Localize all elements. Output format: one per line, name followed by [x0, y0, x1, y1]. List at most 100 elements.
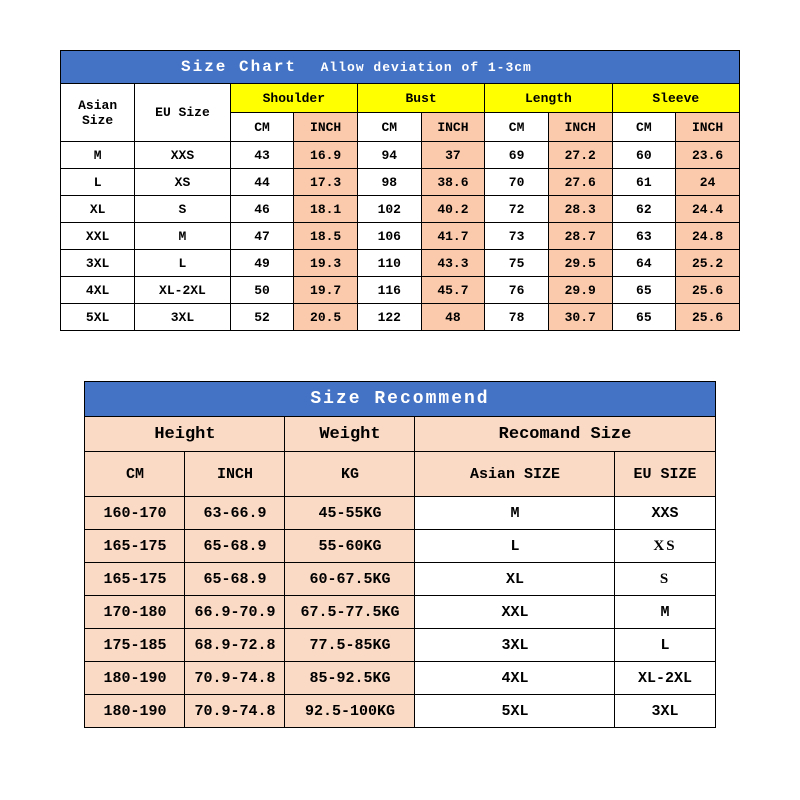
eu-cell: S — [135, 196, 230, 223]
height-in-cell: 68.9-72.8 — [185, 629, 285, 662]
bust-cm-cell: 116 — [357, 277, 421, 304]
rec-asian-cell: 5XL — [415, 695, 615, 728]
recommend-unit-row: CM INCH KG Asian SIZE EU SIZE — [85, 452, 715, 497]
bust-in-cell: 41.7 — [421, 223, 485, 250]
bust-inch: INCH — [421, 113, 485, 142]
height-cm-cell: 175-185 — [85, 629, 185, 662]
bust-in-cell: 48 — [421, 304, 485, 331]
height-cm-cell: 180-190 — [85, 695, 185, 728]
height-in-cell: 65-68.9 — [185, 530, 285, 563]
sleeve-cm-cell: 64 — [612, 250, 676, 277]
rec-asian-cell: XXL — [415, 596, 615, 629]
length-in-cell: 28.7 — [548, 223, 612, 250]
length-cm-cell: 72 — [485, 196, 549, 223]
sleeve-in-cell: 25.2 — [676, 250, 740, 277]
length-cm-cell: 69 — [485, 142, 549, 169]
asian-cell: L — [61, 169, 135, 196]
height-in-cell: 65-68.9 — [185, 563, 285, 596]
asian-size-header: Asian Size — [61, 84, 135, 142]
table-row: XLS4618.110240.27228.36224.4 — [61, 196, 740, 223]
asian-cell: XXL — [61, 223, 135, 250]
size-chart-group-row: Asian Size EU Size Shoulder Bust Length … — [61, 84, 740, 113]
recommend-group-row: Height Weight Recomand Size — [85, 417, 715, 452]
sleeve-cm-cell: 65 — [612, 304, 676, 331]
sleeve-cm-cell: 61 — [612, 169, 676, 196]
bust-in-cell: 37 — [421, 142, 485, 169]
shoulder-cm: CM — [230, 113, 294, 142]
weight-cell: 60-67.5KG — [285, 563, 415, 596]
shoulder-inch: INCH — [294, 113, 358, 142]
weight-cell: 92.5-100KG — [285, 695, 415, 728]
eu-size-header: EU Size — [135, 84, 230, 142]
length-in-cell: 27.2 — [548, 142, 612, 169]
height-in-cell: 70.9-74.8 — [185, 662, 285, 695]
eu-cell: M — [135, 223, 230, 250]
size-recommend-table: Size Recommend Height Weight Recomand Si… — [84, 381, 715, 728]
height-in-cell: 70.9-74.8 — [185, 695, 285, 728]
sleeve-cm: CM — [612, 113, 676, 142]
asian-cell: XL — [61, 196, 135, 223]
length-in-cell: 29.9 — [548, 277, 612, 304]
length-in-cell: 29.5 — [548, 250, 612, 277]
sleeve-in-cell: 24 — [676, 169, 740, 196]
size-chart-title: Size Chart Allow deviation of 1-3cm — [61, 51, 740, 84]
shoulder-header: Shoulder — [230, 84, 357, 113]
rec-eu-cell: XXS — [615, 497, 715, 530]
sleeve-inch: INCH — [676, 113, 740, 142]
size-chart-title-row: Size Chart Allow deviation of 1-3cm — [61, 51, 740, 84]
bust-cm-cell: 106 — [357, 223, 421, 250]
shoulder-cm-cell: 50 — [230, 277, 294, 304]
height-header: Height — [85, 417, 285, 452]
rec-asian-header: Asian SIZE — [415, 452, 615, 497]
sleeve-in-cell: 25.6 — [676, 277, 740, 304]
weight-cell: 85-92.5KG — [285, 662, 415, 695]
weight-header: Weight — [285, 417, 415, 452]
asian-cell: 3XL — [61, 250, 135, 277]
sleeve-cm-cell: 63 — [612, 223, 676, 250]
height-cm-cell: 165-175 — [85, 530, 185, 563]
rec-asian-cell: 4XL — [415, 662, 615, 695]
sleeve-cm-cell: 60 — [612, 142, 676, 169]
length-inch: INCH — [548, 113, 612, 142]
weight-kg: KG — [285, 452, 415, 497]
weight-cell: 67.5-77.5KG — [285, 596, 415, 629]
rec-asian-cell: M — [415, 497, 615, 530]
table-row: 165-17565-68.955-60KGLXS — [85, 530, 715, 563]
sleeve-in-cell: 24.4 — [676, 196, 740, 223]
shoulder-in-cell: 20.5 — [294, 304, 358, 331]
table-row: 160-17063-66.945-55KGMXXS — [85, 497, 715, 530]
shoulder-cm-cell: 44 — [230, 169, 294, 196]
length-cm-cell: 73 — [485, 223, 549, 250]
table-row: 165-17565-68.960-67.5KGXLS — [85, 563, 715, 596]
height-cm-cell: 180-190 — [85, 662, 185, 695]
rec-eu-cell: L — [615, 629, 715, 662]
shoulder-cm-cell: 46 — [230, 196, 294, 223]
length-in-cell: 28.3 — [548, 196, 612, 223]
rec-eu-header: EU SIZE — [615, 452, 715, 497]
height-inch: INCH — [185, 452, 285, 497]
length-cm-cell: 70 — [485, 169, 549, 196]
table-row: 180-19070.9-74.885-92.5KG4XLXL-2XL — [85, 662, 715, 695]
weight-cell: 55-60KG — [285, 530, 415, 563]
bust-in-cell: 45.7 — [421, 277, 485, 304]
height-cm-cell: 165-175 — [85, 563, 185, 596]
height-in-cell: 66.9-70.9 — [185, 596, 285, 629]
recommend-title: Size Recommend — [85, 382, 715, 417]
height-cm-cell: 170-180 — [85, 596, 185, 629]
table-row: XXLM4718.510641.77328.76324.8 — [61, 223, 740, 250]
sleeve-cm-cell: 62 — [612, 196, 676, 223]
shoulder-cm-cell: 52 — [230, 304, 294, 331]
eu-cell: 3XL — [135, 304, 230, 331]
size-chart-note: Allow deviation of 1-3cm — [321, 60, 532, 75]
length-cm: CM — [485, 113, 549, 142]
shoulder-in-cell: 19.7 — [294, 277, 358, 304]
size-chart-table: Size Chart Allow deviation of 1-3cm Asia… — [60, 50, 740, 331]
bust-cm-cell: 98 — [357, 169, 421, 196]
table-row: 5XL3XL5220.5122487830.76525.6 — [61, 304, 740, 331]
length-cm-cell: 78 — [485, 304, 549, 331]
table-row: LXS4417.39838.67027.66124 — [61, 169, 740, 196]
asian-cell: 4XL — [61, 277, 135, 304]
sleeve-cm-cell: 65 — [612, 277, 676, 304]
table-row: MXXS4316.994376927.26023.6 — [61, 142, 740, 169]
table-row: 3XLL4919.311043.37529.56425.2 — [61, 250, 740, 277]
